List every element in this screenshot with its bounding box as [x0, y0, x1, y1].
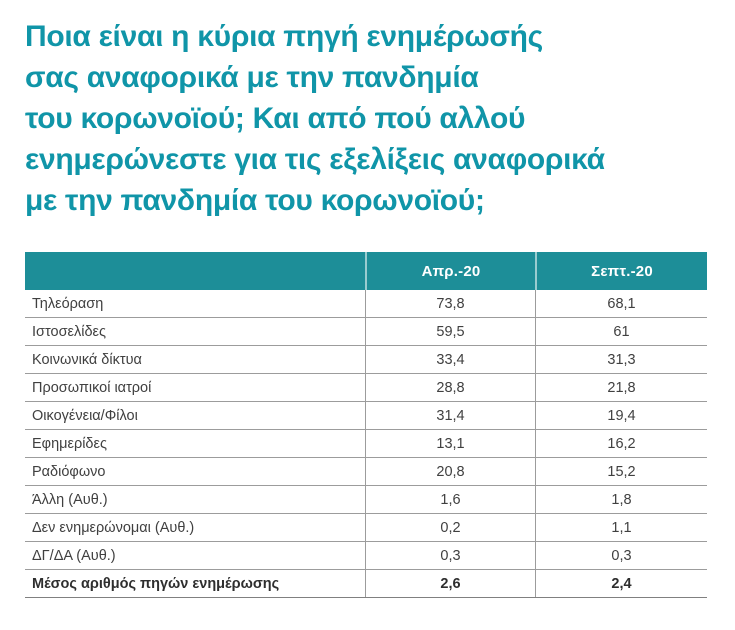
- row-label: Άλλη (Αυθ.): [32, 491, 108, 508]
- row-label: Δεν ενημερώνομαι (Αυθ.): [32, 519, 195, 536]
- table-row-total: Μέσος αριθμός πηγών ενημέρωσης 2,6 2,4: [25, 570, 707, 598]
- row-value-apr: 31,4: [365, 402, 535, 429]
- row-value-apr: 59,5: [365, 318, 535, 345]
- table-row: Προσωπικοί ιατροί 28,8 21,8: [25, 374, 707, 402]
- row-value-sept: 16,2: [535, 430, 707, 457]
- table-header-row: Απρ.-20 Σεπτ.-20: [25, 252, 707, 290]
- title-line: ενημερώνεστε για τις εξελίξεις αναφορικά: [25, 143, 605, 176]
- table-row: Ιστοσελίδες 59,5 61: [25, 318, 707, 346]
- row-value-apr: 73,8: [365, 290, 535, 317]
- page-title: Ποια είναι η κύρια πηγή ενημέρωσής σας α…: [25, 16, 723, 221]
- title-line: του κορωνοϊού; Και από πού αλλού: [25, 102, 526, 135]
- row-value-sept: 0,3: [535, 542, 707, 569]
- row-value-apr: 33,4: [365, 346, 535, 373]
- header-cell-apr20: Απρ.-20: [365, 252, 535, 290]
- table-row: Οικογένεια/Φίλοι 31,4 19,4: [25, 402, 707, 430]
- header-cell-empty: [25, 252, 365, 290]
- table-row: Δεν ενημερώνομαι (Αυθ.) 0,2 1,1: [25, 514, 707, 542]
- row-label: ΔΓ/ΔΑ (Αυθ.): [32, 547, 116, 564]
- row-label: Κοινωνικά δίκτυα: [32, 351, 142, 368]
- row-value-sept: 15,2: [535, 458, 707, 485]
- row-label: Μέσος αριθμός πηγών ενημέρωσης: [32, 575, 280, 592]
- title-line: σας αναφορικά με την πανδημία: [25, 61, 479, 94]
- row-value-apr: 20,8: [365, 458, 535, 485]
- data-table: Απρ.-20 Σεπτ.-20 Τηλεόραση 73,8 68,1 Ιστ…: [25, 252, 707, 598]
- row-value-sept: 31,3: [535, 346, 707, 373]
- row-value-sept: 68,1: [535, 290, 707, 317]
- row-value-sept: 61: [535, 318, 707, 345]
- table-row: Άλλη (Αυθ.) 1,6 1,8: [25, 486, 707, 514]
- table-row: ΔΓ/ΔΑ (Αυθ.) 0,3 0,3: [25, 542, 707, 570]
- row-value-sept: 21,8: [535, 374, 707, 401]
- row-label: Ραδιόφωνο: [32, 463, 106, 480]
- row-value-sept: 2,4: [535, 570, 707, 597]
- table-row: Εφημερίδες 13,1 16,2: [25, 430, 707, 458]
- table-row: Ραδιόφωνο 20,8 15,2: [25, 458, 707, 486]
- row-label: Οικογένεια/Φίλοι: [32, 407, 138, 424]
- table-row: Τηλεόραση 73,8 68,1: [25, 290, 707, 318]
- row-value-apr: 13,1: [365, 430, 535, 457]
- header-cell-sept20: Σεπτ.-20: [535, 252, 707, 290]
- row-value-apr: 1,6: [365, 486, 535, 513]
- row-value-sept: 19,4: [535, 402, 707, 429]
- title-line: Ποια είναι η κύρια πηγή ενημέρωσής: [25, 20, 543, 53]
- row-label: Προσωπικοί ιατροί: [32, 379, 152, 396]
- table-row: Κοινωνικά δίκτυα 33,4 31,3: [25, 346, 707, 374]
- row-value-sept: 1,1: [535, 514, 707, 541]
- row-label: Τηλεόραση: [32, 295, 104, 312]
- row-label: Εφημερίδες: [32, 435, 107, 452]
- row-value-apr: 28,8: [365, 374, 535, 401]
- row-value-apr: 0,3: [365, 542, 535, 569]
- row-value-apr: 2,6: [365, 570, 535, 597]
- row-label: Ιστοσελίδες: [32, 323, 106, 340]
- title-line: με την πανδημία του κορωνοϊού;: [25, 184, 485, 217]
- row-value-apr: 0,2: [365, 514, 535, 541]
- row-value-sept: 1,8: [535, 486, 707, 513]
